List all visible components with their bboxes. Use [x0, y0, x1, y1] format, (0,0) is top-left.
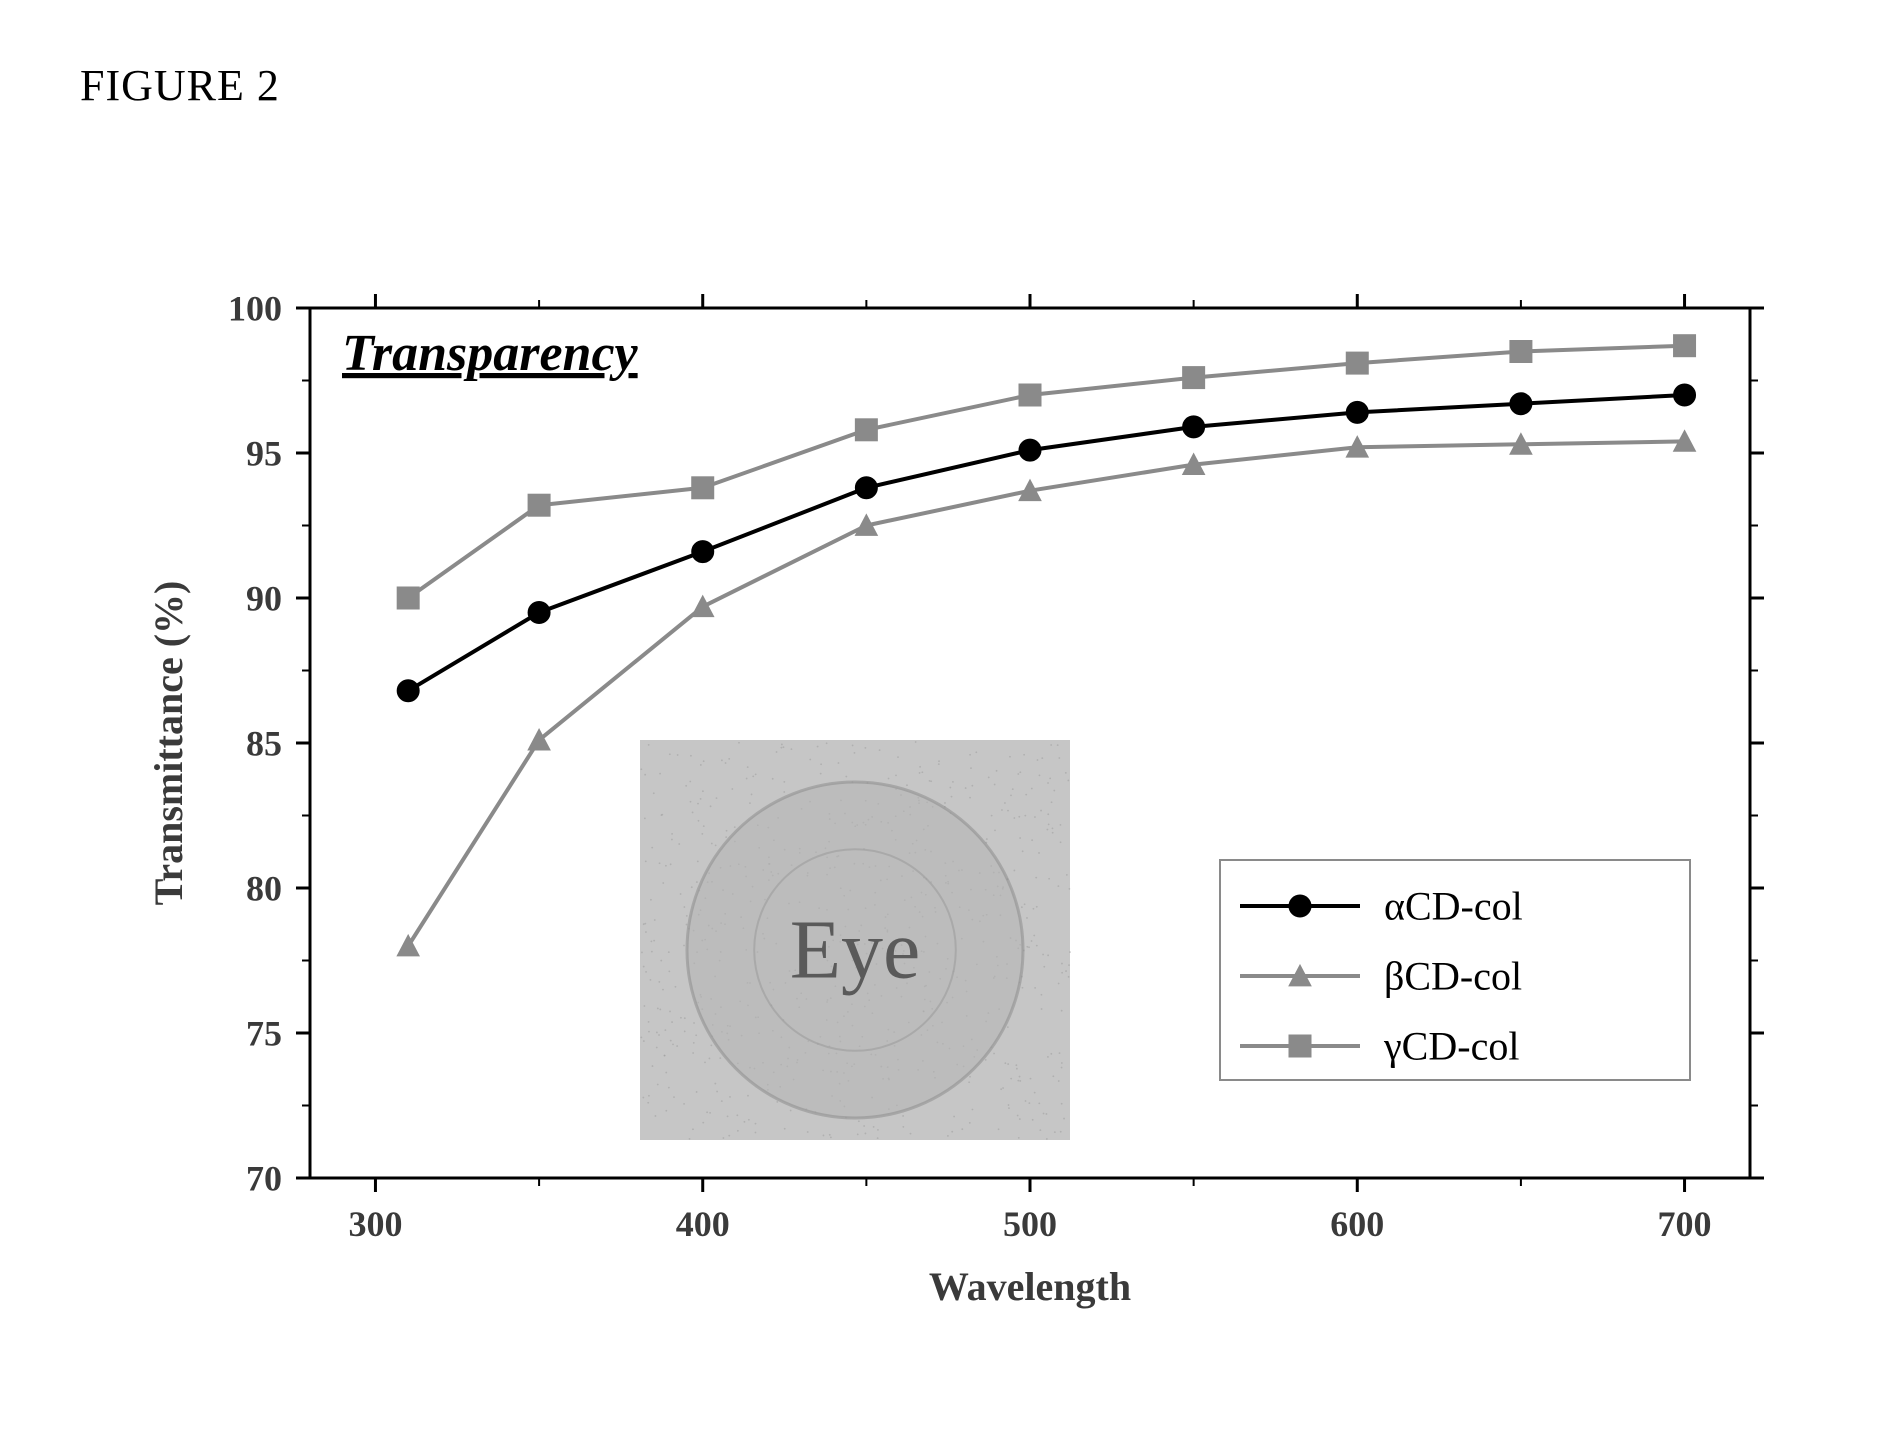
x-tick-label: 500: [1003, 1204, 1057, 1244]
y-tick-label: 75: [246, 1014, 282, 1054]
y-tick-label: 85: [246, 724, 282, 764]
x-axis-label: Wavelength: [929, 1264, 1131, 1309]
y-tick-label: 70: [246, 1159, 282, 1199]
y-axis-label: Transmittance (%): [146, 581, 191, 906]
legend: αCD-col βCD-col γCD-col: [1220, 860, 1690, 1080]
x-tick-label: 400: [676, 1204, 730, 1244]
y-tick-label: 90: [246, 579, 282, 619]
figure-label: FIGURE 2: [80, 60, 280, 111]
chart-container: Eye 300 400 500 600 700 70 75 80 85 90 95 100 Wavelen…: [80, 260, 1810, 1345]
x-tick-label: 300: [348, 1204, 402, 1244]
y-tick-label: 80: [246, 869, 282, 909]
chart-title-annotation: Transparency: [342, 325, 639, 382]
transmittance-chart: Eye 300 400 500 600 700 70 75 80 85 90 95 100 Wavelen…: [80, 260, 1810, 1340]
legend-label: βCD-col: [1384, 954, 1522, 999]
y-tick-label: 100: [228, 289, 282, 329]
y-tick-label: 95: [246, 434, 282, 474]
inset-eye-image: Eye: [640, 740, 1071, 1140]
inset-eye-label: Eye: [790, 904, 921, 997]
legend-label: αCD-col: [1384, 884, 1523, 929]
x-tick-label: 700: [1658, 1204, 1712, 1244]
legend-label: γCD-col: [1383, 1024, 1519, 1069]
x-tick-label: 600: [1330, 1204, 1384, 1244]
